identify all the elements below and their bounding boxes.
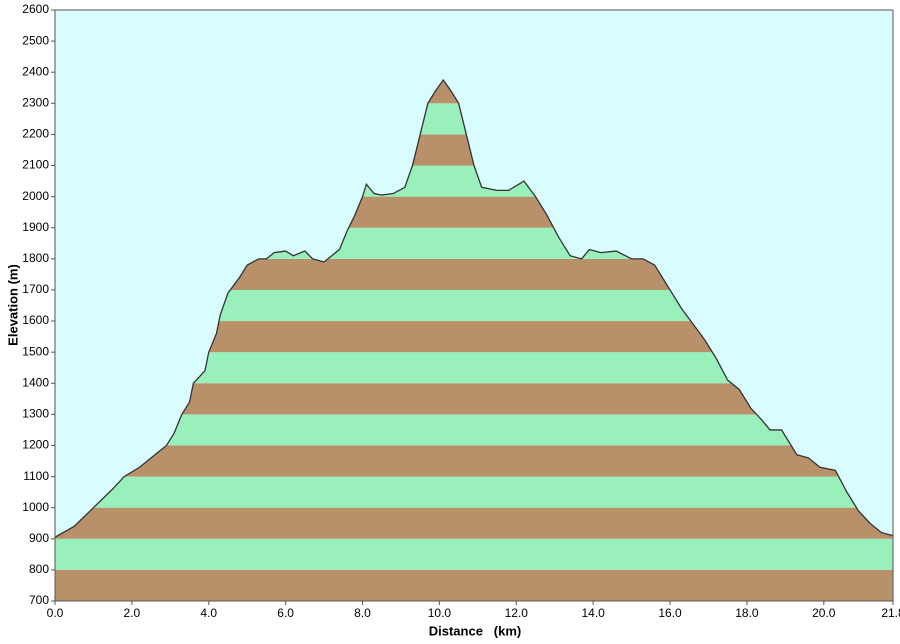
y-tick-label: 900	[29, 531, 49, 545]
x-tick-label: 16.0	[658, 606, 682, 620]
x-tick-label: 20.0	[812, 606, 836, 620]
y-tick-label: 1300	[22, 407, 49, 421]
x-tick-label: 8.0	[354, 606, 371, 620]
x-axis-label: Distance (km)	[429, 623, 521, 638]
x-tick-label: 2.0	[124, 606, 141, 620]
y-tick-label: 1000	[22, 500, 49, 514]
y-tick-label: 2100	[22, 158, 49, 172]
band	[55, 445, 893, 477]
x-tick-label: 10.0	[428, 606, 452, 620]
y-tick-label: 1800	[22, 251, 49, 265]
plot-frame	[54, 9, 894, 602]
y-tick-label: 800	[29, 562, 49, 576]
x-tick-label: 18.0	[735, 606, 759, 620]
x-tick-label: 4.0	[200, 606, 217, 620]
x-tick-label: 21.8	[881, 606, 900, 620]
x-tick-label: 14.0	[581, 606, 605, 620]
y-tick-label: 1900	[22, 220, 49, 234]
y-tick-label: 2000	[22, 189, 49, 203]
band	[55, 507, 893, 539]
y-tick-label: 1600	[22, 313, 49, 327]
y-tick-label: 2200	[22, 127, 49, 141]
y-tick-label: 1700	[22, 282, 49, 296]
x-tick-label: 6.0	[277, 606, 294, 620]
band	[55, 538, 893, 570]
x-tick-label: 0.0	[47, 606, 64, 620]
y-tick-label: 700	[29, 593, 49, 607]
y-tick-label: 1100	[23, 469, 49, 483]
x-tick-label: 12.0	[505, 606, 529, 620]
band	[55, 569, 893, 601]
band	[55, 414, 893, 446]
y-tick-label: 1500	[22, 344, 49, 358]
band	[55, 476, 893, 508]
y-axis-label: Elevation (m)	[5, 264, 20, 346]
y-tick-label: 2600	[22, 2, 49, 16]
y-tick-label: 2300	[22, 95, 49, 109]
y-tick-label: 2400	[22, 64, 49, 78]
elevation-line	[54, 78, 894, 538]
y-tick-label: 1200	[22, 438, 49, 452]
y-tick-label: 2500	[22, 33, 49, 47]
y-tick-label: 1400	[22, 375, 49, 389]
